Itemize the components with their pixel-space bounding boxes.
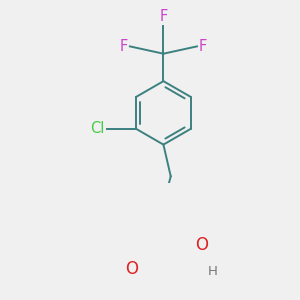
- Text: Cl: Cl: [91, 121, 105, 136]
- Text: F: F: [120, 39, 128, 54]
- Text: O: O: [195, 236, 208, 254]
- Text: O: O: [125, 260, 138, 278]
- Text: H: H: [207, 266, 217, 278]
- Text: F: F: [199, 39, 207, 54]
- Text: F: F: [159, 9, 167, 24]
